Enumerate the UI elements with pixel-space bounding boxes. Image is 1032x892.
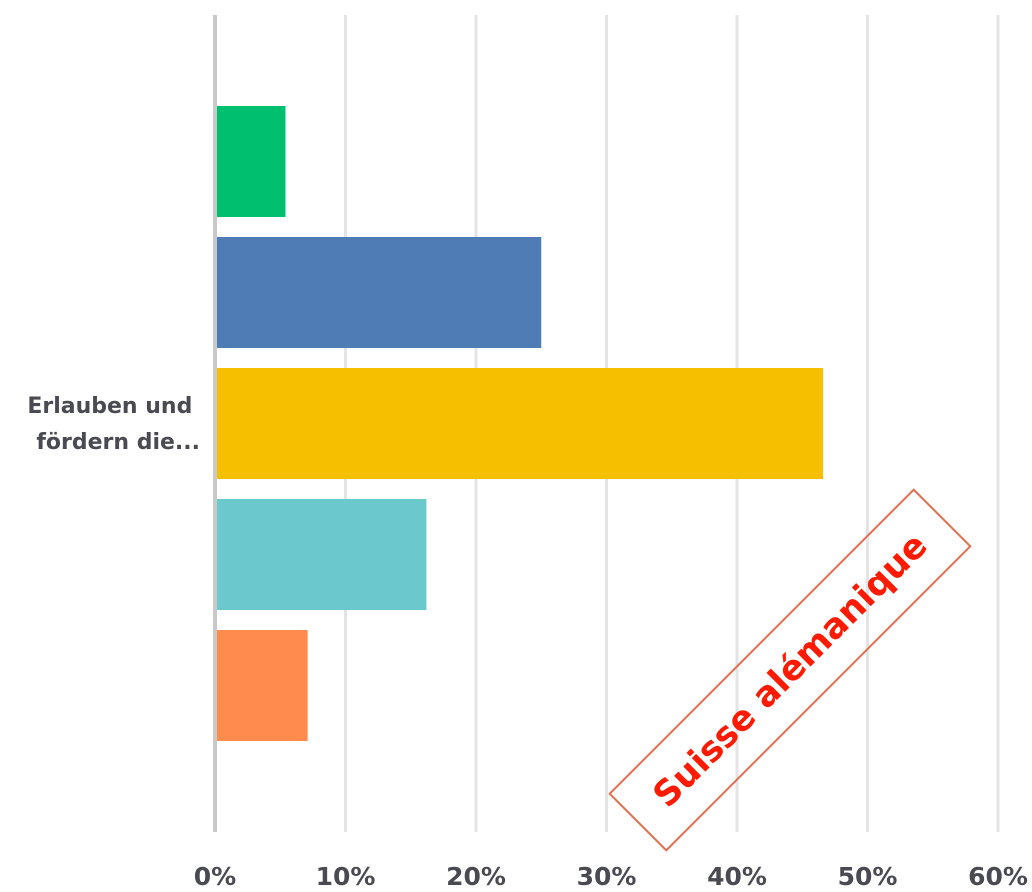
bar: [217, 237, 542, 348]
annotation-stamp: Suisse alémanique: [608, 488, 972, 852]
x-tick-label: 60%: [968, 862, 1028, 891]
annotation-text: Suisse alémanique: [646, 526, 936, 816]
x-tick-label: 40%: [707, 862, 767, 891]
category-label: Erlauben und fördern die...: [27, 394, 200, 455]
annotation-box: [608, 488, 972, 852]
category-label-line-1: Erlauben und: [27, 394, 192, 419]
x-tick-label: 20%: [446, 862, 506, 891]
category-label-line-2: fördern die...: [36, 430, 200, 455]
x-tick-label: 30%: [577, 862, 637, 891]
bar: [217, 630, 308, 741]
bar: [217, 368, 824, 479]
bar: [217, 499, 427, 610]
x-tick-labels: 0% 10% 20% 30% 40% 50% 60%: [194, 862, 1028, 891]
x-tick-label: 10%: [316, 862, 376, 891]
bar: [217, 106, 286, 217]
bars: [217, 106, 824, 741]
x-tick-label: 50%: [838, 862, 898, 891]
x-tick-label: 0%: [194, 862, 236, 891]
